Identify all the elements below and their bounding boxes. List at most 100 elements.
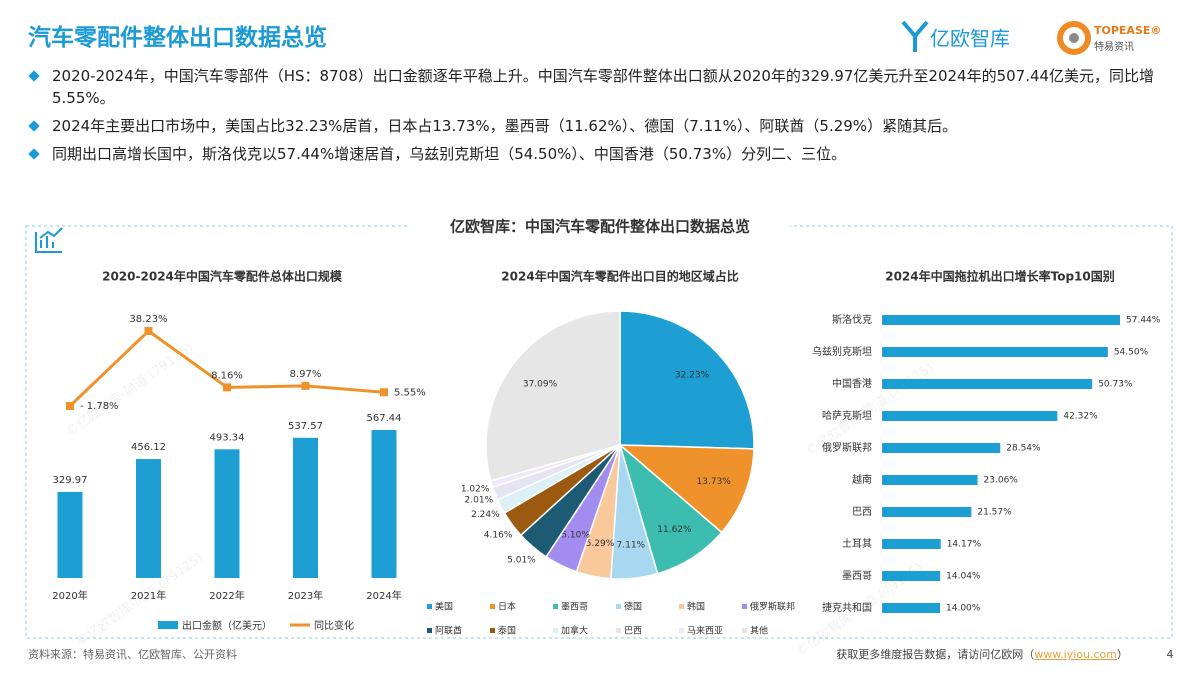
slice-label: 1.02% [461, 485, 490, 495]
bullet: 同期出口高增长国中，斯洛伐克以57.44%增速居首，乌兹别克斯坦（54.50%）… [52, 145, 847, 163]
y-tick-label: 乌兹别克斯坦 [812, 345, 872, 358]
bullet: 2020-2024年，中国汽车零部件（HS：8708）出口金额逐年平稳上升。中国… [52, 67, 1155, 107]
legend-swatch [490, 604, 495, 609]
bar [57, 491, 83, 578]
legend-swatch [742, 628, 747, 633]
bar-label: 456.12 [131, 442, 166, 453]
slice-label: 32.23% [675, 370, 710, 380]
bar [882, 347, 1108, 357]
x-tick-label: 2024年 [366, 589, 401, 602]
bar-label: 54.50% [1114, 348, 1149, 358]
bar-label: 493.34 [210, 432, 245, 443]
legend-label: 美国 [435, 601, 453, 613]
bar [214, 449, 240, 578]
line-marker [380, 388, 388, 397]
legend-swatch [742, 604, 747, 609]
legend-label: 泰国 [498, 625, 516, 637]
pie-slice [618, 442, 723, 575]
legend-label: 墨西哥 [561, 602, 588, 613]
legend-swatch [679, 604, 684, 609]
chart-title: 2024年中国拖拉机出口增长率Top10国别 [885, 269, 1115, 284]
slice-label: 5.10% [561, 531, 590, 541]
bar [371, 430, 397, 578]
line-label: 8.97% [290, 369, 322, 380]
brand-name: 亿欧智库 [930, 27, 1010, 51]
bar [882, 411, 1058, 421]
bar [882, 539, 941, 549]
legend-swatch [553, 628, 558, 633]
panel-title: 亿欧智库：中国汽车零配件整体出口数据总览 [450, 218, 750, 236]
slice-label: 2.01% [465, 495, 494, 505]
legend-label: 其他 [750, 625, 768, 637]
footer-note-text: 获取更多维度报告数据，请访问亿欧网（ [836, 647, 1034, 661]
y-tick-label: 斯洛伐克 [832, 313, 872, 326]
legend-label: 加拿大 [561, 625, 588, 637]
partner-logo: TOPEASE® 特易资讯 [1057, 21, 1161, 55]
x-tick-label: 2020年 [52, 589, 87, 602]
y-tick-label: 捷克共和国 [822, 601, 872, 614]
bar [882, 507, 972, 517]
bar-label: 50.73% [1098, 380, 1133, 390]
bar [882, 379, 1093, 389]
line-label: 38.23% [129, 314, 167, 325]
y-tick-label: 中国香港 [832, 377, 872, 390]
legend-swatch [616, 628, 621, 633]
partner-name: TOPEASE® [1094, 24, 1161, 37]
pie-slice [485, 310, 621, 482]
page-number: 4 [1167, 648, 1174, 661]
legend-label: 巴西 [624, 626, 642, 637]
slice-label: 2.24% [471, 510, 500, 520]
watermark: ©亿欧智库-简道 (79125) [63, 340, 196, 440]
line-marker [301, 381, 310, 390]
legend-swatch [158, 621, 178, 629]
y-tick-label: 巴西 [852, 506, 872, 518]
line-label: - 1.78% [80, 401, 119, 412]
slice-label: 4.16% [484, 530, 513, 540]
slice-label: 5.29% [586, 539, 615, 549]
panel-title-bg [410, 214, 790, 238]
slice-label: 11.62% [657, 525, 692, 535]
bar-label: 42.32% [1063, 412, 1098, 422]
chart-title: 2020-2024年中国汽车零配件总体出口规模 [102, 269, 343, 284]
bar-label: 537.57 [288, 421, 323, 432]
bar [293, 437, 318, 578]
footer-link[interactable]: www.iyiou.com [1034, 648, 1117, 661]
legend-label: 出口金额（亿美元） [182, 619, 272, 632]
legend-label: 日本 [498, 601, 516, 613]
brand-logo: 亿欧智库 [901, 20, 1010, 52]
bar [882, 475, 978, 485]
legend-swatch [553, 604, 558, 609]
line-marker [144, 327, 153, 335]
bar [882, 443, 1001, 453]
bar-label: 23.06% [984, 476, 1019, 486]
pie-slice [617, 444, 755, 534]
legend-swatch [490, 628, 495, 633]
bar-label: 567.44 [367, 413, 402, 424]
y-tick-label: 土耳其 [842, 537, 872, 550]
bullet: 2024年主要出口市场中，美国占比32.23%居首，日本占13.73%，墨西哥（… [52, 117, 958, 135]
bar-label: 14.04% [946, 572, 981, 582]
footer-note: 获取更多维度报告数据，请访问亿欧网（www.iyiou.com） [836, 647, 1128, 661]
legend-swatch [616, 604, 621, 609]
legend-label: 马来西亚 [687, 626, 723, 637]
x-tick-label: 2022年 [209, 589, 244, 602]
y-tick-label: 哈萨克斯坦 [822, 409, 872, 422]
bar-label: 329.97 [53, 475, 88, 486]
legend-swatch [679, 628, 684, 633]
legend-swatch [427, 604, 432, 609]
line-label: 5.55% [394, 387, 426, 398]
bar-label: 14.17% [947, 540, 982, 550]
legend-label: 阿联酋 [435, 625, 462, 637]
page-title: 汽车零配件整体出口数据总览 [28, 25, 327, 51]
line-marker [223, 383, 231, 392]
bar-label: 21.57% [977, 508, 1012, 518]
bar-label: 28.54% [1006, 444, 1041, 454]
line-label: 8.16% [211, 370, 243, 381]
legend-label: 德国 [624, 601, 642, 613]
source: 资料来源：特易资讯、亿欧智库、公开资料 [28, 647, 237, 661]
partner-sub: 特易资讯 [1094, 41, 1134, 53]
legend-label: 俄罗斯联邦 [750, 601, 795, 613]
line-marker [66, 402, 74, 410]
